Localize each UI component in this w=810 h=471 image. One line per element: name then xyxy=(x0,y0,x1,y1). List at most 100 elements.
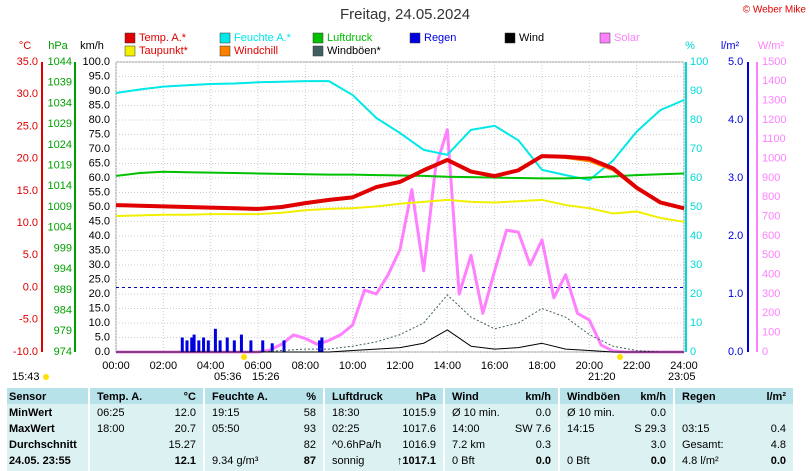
table-cell: ^0.6hPa/h xyxy=(332,439,381,451)
y-tick-label: 45.0 xyxy=(89,215,110,227)
y-tick-label: -10.0 xyxy=(13,346,38,358)
table-cell: 0 Bft xyxy=(452,455,475,467)
x-tick-label: 18:00 xyxy=(528,360,556,372)
table-cell: 06:25 xyxy=(97,407,125,419)
y-tick-label: 2.0 xyxy=(728,230,743,242)
table-cell: 12.0 xyxy=(175,407,196,419)
y-tick-label: 60.0 xyxy=(89,172,110,184)
y-tick-label: 0.0 xyxy=(95,346,110,358)
table-cell: 14:15 xyxy=(567,423,595,435)
table-cell: SW 7.6 xyxy=(515,423,551,435)
table-cell: ↑1017.1 xyxy=(397,455,436,467)
series-line xyxy=(115,170,685,180)
table-cell: sonnig xyxy=(332,455,364,467)
y-tick-label: 100.0 xyxy=(82,56,110,68)
table-body-bg xyxy=(7,404,88,471)
rain-bar xyxy=(225,337,229,352)
sun-icon xyxy=(241,354,247,360)
y-tick-label: 4.0 xyxy=(728,114,743,126)
axis-label: km/h xyxy=(80,40,104,52)
y-tick-label: 30 xyxy=(690,259,702,271)
sun-icon xyxy=(617,354,623,360)
axis-label: hPa xyxy=(48,40,68,52)
y-tick-label: 20.0 xyxy=(89,288,110,300)
table-header: Sensor xyxy=(9,391,47,403)
y-tick-label: 80.0 xyxy=(89,114,110,126)
rain-bar xyxy=(320,337,324,352)
table-cell: 0.4 xyxy=(771,423,786,435)
x-tick-label: 06:00 xyxy=(244,360,272,372)
y-tick-label: 90 xyxy=(690,85,702,97)
y-tick-label: 0.0 xyxy=(728,346,743,358)
rain-bar xyxy=(282,340,286,352)
y-tick-label: 600 xyxy=(762,230,780,242)
y-tick-label: 1044 xyxy=(48,56,72,68)
table-cell: 0.0 xyxy=(651,407,666,419)
table-cell: 93 xyxy=(304,423,316,435)
series-line xyxy=(115,80,685,182)
table-cell: 1015.9 xyxy=(402,407,436,419)
time-marker: 15:43 xyxy=(12,371,40,383)
table-header: km/h xyxy=(525,391,551,403)
time-marker: 05:36 xyxy=(214,371,242,383)
y-tick-label: 70.0 xyxy=(89,143,110,155)
legend-label: Temp. A.* xyxy=(139,32,187,44)
y-tick-label: 900 xyxy=(762,172,780,184)
table-header: hPa xyxy=(416,391,437,403)
y-tick-label: 3.0 xyxy=(728,172,743,184)
y-tick-label: 60 xyxy=(690,172,702,184)
table-header: Regen xyxy=(682,391,716,403)
y-tick-label: 989 xyxy=(54,284,72,296)
y-tick-label: 0.0 xyxy=(23,281,38,293)
table-cell: Ø 10 min. xyxy=(452,407,500,419)
table-cell: 4.8 l/m² xyxy=(682,455,719,467)
table-cell: 0.0 xyxy=(536,407,551,419)
rain-bar xyxy=(202,337,206,352)
y-tick-label: 100 xyxy=(690,56,708,68)
table-header-bg xyxy=(90,388,203,404)
table-cell: 24.05. 23:55 xyxy=(9,455,71,467)
y-tick-label: 30.0 xyxy=(89,259,110,271)
rain-bar xyxy=(213,328,217,352)
y-tick-label: 979 xyxy=(54,325,72,337)
rain-bar xyxy=(185,340,189,352)
legend-label: Windböen* xyxy=(327,45,382,57)
table-cell: 1016.9 xyxy=(402,439,436,451)
y-tick-label: 40.0 xyxy=(89,230,110,242)
y-tick-label: 90.0 xyxy=(89,85,110,97)
y-tick-label: 1300 xyxy=(762,95,786,107)
y-tick-label: 1100 xyxy=(762,133,786,145)
y-tick-label: 100 xyxy=(762,327,780,339)
y-tick-label: 30.0 xyxy=(17,88,38,100)
legend-label: Luftdruck xyxy=(327,32,373,44)
table-body-bg xyxy=(205,404,323,471)
time-marker: 15:26 xyxy=(252,371,280,383)
table-header: km/h xyxy=(640,391,666,403)
table-cell: 1017.6 xyxy=(402,423,436,435)
time-marker: 21:20 xyxy=(588,371,616,383)
rain-bar xyxy=(318,340,322,352)
legend-swatch xyxy=(599,32,611,44)
table-header-bg xyxy=(560,388,673,404)
table-cell: MinWert xyxy=(9,407,53,419)
y-tick-label: 1.0 xyxy=(728,288,743,300)
table-cell: 58 xyxy=(304,407,316,419)
y-tick-label: 0 xyxy=(690,346,696,358)
x-tick-label: 20:00 xyxy=(576,360,604,372)
x-tick-label: 00:00 xyxy=(102,360,130,372)
legend-swatch xyxy=(124,45,136,57)
legend-label: Taupunkt* xyxy=(139,45,189,57)
x-tick-label: 14:00 xyxy=(434,360,462,372)
table-cell: 0.0 xyxy=(771,455,786,467)
y-tick-label: 5.0 xyxy=(23,249,38,261)
y-tick-label: -5.0 xyxy=(19,314,38,326)
chart-title: Freitag, 24.05.2024 xyxy=(340,6,470,23)
legend-swatch xyxy=(409,32,421,44)
y-tick-label: 10 xyxy=(690,317,702,329)
table-cell: 82 xyxy=(304,439,316,451)
table-body-bg xyxy=(675,404,793,471)
table-cell: 14:00 xyxy=(452,423,480,435)
y-tick-label: 1200 xyxy=(762,114,786,126)
y-tick-label: 1014 xyxy=(48,180,72,192)
y-tick-label: 25.0 xyxy=(89,273,110,285)
